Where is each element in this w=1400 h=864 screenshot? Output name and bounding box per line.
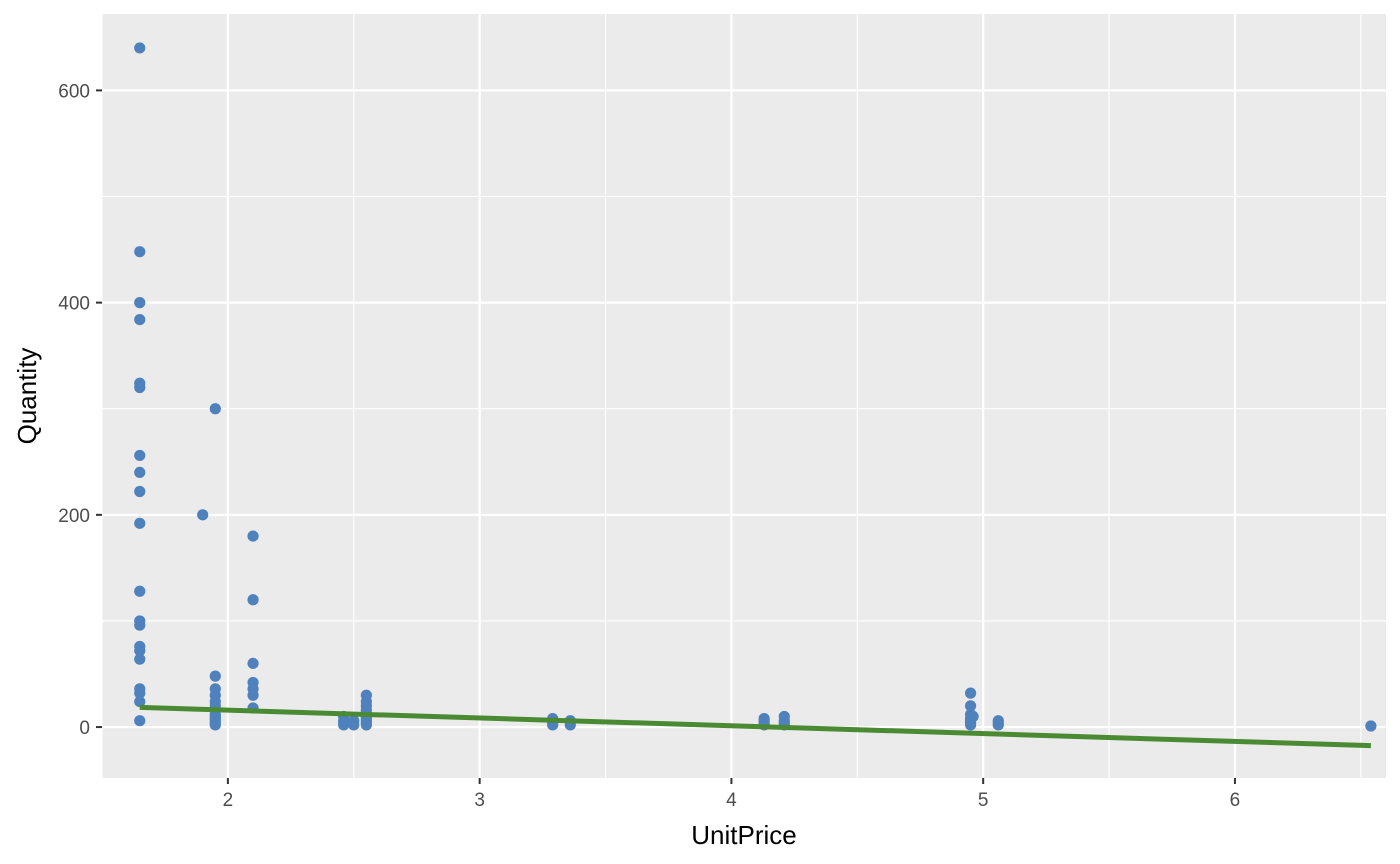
x-axis-title: UnitPrice	[691, 820, 796, 850]
data-point	[209, 403, 221, 415]
data-point	[134, 696, 146, 708]
data-point	[134, 715, 146, 727]
x-tick-label: 4	[726, 790, 737, 811]
data-point	[1365, 720, 1377, 732]
data-point	[209, 719, 221, 731]
x-tick-label: 5	[978, 790, 989, 811]
data-point	[992, 719, 1004, 731]
data-point	[134, 314, 146, 326]
data-point	[134, 645, 146, 657]
data-point	[209, 670, 221, 682]
data-point	[360, 719, 372, 731]
x-tick-label: 2	[223, 790, 234, 811]
x-tick-label: 6	[1230, 790, 1241, 811]
y-tick-label: 400	[58, 294, 90, 315]
y-axis-title: Quantity	[12, 348, 42, 445]
data-point	[967, 710, 979, 723]
plot-panel	[102, 14, 1386, 778]
y-axis: 0 200 400 600	[58, 81, 102, 739]
minor-gridlines	[101, 14, 1386, 778]
data-point	[134, 42, 146, 54]
data-point	[134, 466, 146, 478]
data-point	[134, 449, 146, 462]
data-points	[134, 42, 1377, 732]
data-point	[197, 509, 209, 521]
data-point	[134, 297, 146, 309]
data-point	[247, 689, 259, 701]
data-point	[964, 700, 977, 712]
x-tick-label: 3	[474, 790, 485, 811]
data-point	[134, 246, 146, 258]
data-point	[964, 687, 977, 699]
x-axis: 2 3 4 5 6	[223, 778, 1241, 811]
y-tick-label: 600	[58, 81, 90, 102]
data-point	[134, 517, 146, 529]
data-point	[134, 585, 146, 597]
data-point	[134, 653, 146, 665]
y-tick-label: 0	[79, 718, 90, 739]
y-tick-label: 200	[58, 506, 90, 527]
data-point	[338, 719, 350, 731]
data-point	[247, 657, 259, 670]
data-point	[134, 485, 146, 498]
data-point	[247, 530, 259, 542]
data-point	[134, 687, 146, 699]
data-point	[348, 719, 360, 731]
major-gridlines	[102, 14, 1386, 778]
trend-line	[139, 704, 1371, 749]
data-point	[247, 594, 259, 606]
data-point	[134, 381, 146, 394]
data-point	[134, 619, 146, 631]
data-point	[964, 719, 977, 731]
